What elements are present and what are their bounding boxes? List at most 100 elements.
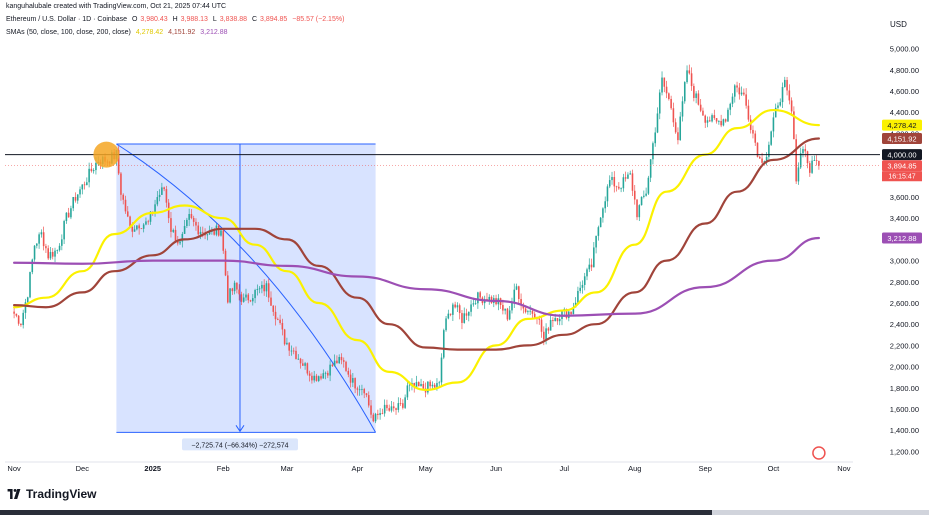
candle-body (777, 105, 779, 108)
candle-body (31, 259, 34, 273)
candle-body (461, 313, 463, 323)
candle-body (38, 234, 40, 244)
candle-body (747, 105, 750, 120)
candle-body (654, 132, 657, 144)
currency-label[interactable]: USD (890, 20, 907, 29)
candle-body (274, 311, 277, 320)
candle-body (774, 107, 777, 118)
price-label: 3,212.88 (887, 234, 916, 243)
candle-body (256, 289, 259, 290)
countdown-label: 16:15:47 (888, 174, 915, 181)
candle-body (315, 375, 318, 381)
candle-body (90, 168, 93, 172)
candle-body (295, 350, 297, 359)
candle-body (283, 329, 286, 345)
candle-body (784, 79, 786, 88)
candle-body (363, 389, 366, 394)
candle-body (415, 382, 418, 388)
sma-legend-label[interactable]: SMAs (50, close, 100, close, 200, close) (6, 29, 131, 36)
candle-body (543, 331, 545, 340)
x-tick-label: Dec (76, 464, 90, 473)
candle-body (797, 167, 800, 182)
candle-body (83, 184, 86, 186)
candle-body (570, 311, 572, 315)
candle-body (372, 414, 375, 422)
candle-body (799, 153, 802, 168)
x-tick-label: Mar (280, 464, 293, 473)
candle-body (367, 395, 370, 406)
candle-body (693, 86, 695, 98)
candle-body (649, 159, 652, 178)
candle-body (347, 370, 350, 375)
candle-body (277, 319, 279, 320)
candle-body (358, 389, 361, 391)
y-tick-label: 2,400.00 (890, 320, 919, 329)
candle-body (552, 320, 554, 322)
candle-body (261, 284, 263, 289)
candle-body (338, 356, 340, 364)
candle-body (715, 118, 718, 122)
symbol-name[interactable]: Ethereum / U.S. Dollar · 1D · Coinbase (6, 16, 127, 23)
candle-body (718, 121, 720, 122)
candle-body (65, 212, 68, 222)
candle-body (590, 264, 593, 268)
candle-body (670, 98, 672, 109)
candle-body (67, 212, 70, 218)
candle-body (124, 199, 127, 212)
tradingview-logo[interactable]: TradingView (6, 487, 96, 501)
candle-body (672, 108, 675, 123)
y-tick-label: 1,200.00 (890, 447, 919, 456)
candle-body (222, 230, 225, 251)
candle-body (126, 211, 129, 217)
candle-body (515, 286, 518, 290)
candle-body (472, 303, 475, 305)
candle-body (290, 350, 293, 352)
x-tick-label: Nov (7, 464, 21, 473)
y-tick-label: 4,800.00 (890, 66, 919, 75)
x-tick-label: Aug (628, 464, 641, 473)
candle-body (604, 201, 606, 209)
candle-body (140, 228, 143, 230)
candle-body (72, 196, 74, 209)
footer-bar (0, 510, 929, 515)
candle-body (292, 350, 295, 352)
candle-body (615, 186, 618, 188)
candle-body (377, 413, 379, 416)
candle-body (422, 383, 425, 389)
tradingview-logo-text: TradingView (26, 487, 97, 501)
candle-body (427, 381, 429, 393)
measure-label: −2,725.74 (−66.34%) −272,574 (191, 442, 288, 449)
candle-body (724, 119, 727, 122)
candle-body (697, 93, 700, 105)
candle-body (793, 111, 795, 140)
candle-body (345, 361, 347, 371)
candle-body (554, 318, 556, 322)
candle-body (595, 235, 597, 248)
candle-body (365, 393, 368, 396)
candle-body (790, 100, 793, 112)
candle-body (740, 92, 743, 95)
candle-body (81, 184, 84, 190)
candle-body (265, 283, 268, 292)
sma-line-50 (12, 108, 820, 392)
candle-body (518, 286, 520, 300)
candle-body (354, 378, 356, 389)
sma-line-100 (12, 137, 820, 351)
candle-body (463, 313, 466, 323)
candle-body (199, 231, 202, 235)
candle-body (186, 219, 188, 226)
price-label: 4,278.42 (887, 121, 916, 130)
candle-body (631, 173, 634, 191)
candle-body (806, 151, 809, 164)
candle-body (131, 227, 134, 232)
candle-body (629, 173, 631, 175)
candle-body (399, 403, 402, 404)
candle-body (270, 297, 272, 306)
candle-body (581, 284, 584, 288)
candle-body (13, 311, 15, 314)
candle-body (201, 231, 204, 233)
candle-body (458, 305, 461, 314)
candle-body (688, 70, 691, 74)
candle-body (565, 308, 568, 319)
